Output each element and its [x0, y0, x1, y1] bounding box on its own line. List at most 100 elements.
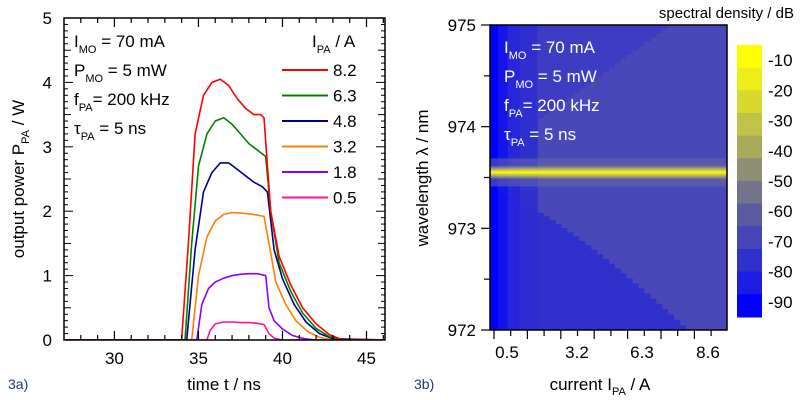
colorbar-segment: [737, 271, 762, 295]
heatmap-cell: [626, 25, 633, 55]
heatmap-cell: [537, 212, 544, 330]
y-tick-label: 1: [43, 267, 52, 286]
heatmap-cell: [549, 25, 556, 110]
heatmap-cell: [572, 236, 580, 330]
heatmap-cell: [584, 245, 592, 330]
heatmap-cell: [620, 25, 627, 59]
colorbar-tick-label: -20: [768, 81, 793, 100]
annotation-line: fPA= 200 kHz: [74, 90, 170, 114]
x-tick-label: 8.6: [696, 343, 720, 362]
colorbar-segment: [737, 90, 762, 114]
heatmap-cell: [537, 25, 544, 119]
heatmap-cell: [555, 25, 562, 106]
colorbar-segment: [737, 294, 762, 318]
heatmap-annotations: IMO = 70 mA PMO = 5 mW fPA= 200 kHz τPA = 5…: [504, 38, 600, 149]
heatmap-cell: [638, 25, 645, 47]
heatmap-cell: [644, 293, 651, 330]
heatmap-cell: [602, 25, 609, 72]
colorbar: -10 -20 -30 -40 -50 -60 -70 -80 -90: [737, 45, 793, 318]
heatmap-cell: [632, 25, 639, 51]
heatmap-cell: [561, 25, 568, 102]
heatmap-axis-ticks: [481, 24, 712, 339]
y-tick-label: 972: [448, 321, 476, 340]
legend-label: 1.8: [333, 163, 357, 182]
annotation-line: fPA= 200 kHz: [504, 96, 600, 120]
heatmap-cell: [543, 25, 550, 115]
colorbar-segment: [737, 158, 762, 182]
heatmap-cell: [626, 278, 633, 330]
heatmap-x-axis-label: current IPA / A: [550, 375, 651, 398]
heatmap-cell: [644, 25, 651, 42]
power-series-group: [64, 78, 385, 340]
panel-label-3a: 3a): [8, 376, 28, 392]
annotation-line: τPA = 5 ns: [74, 119, 146, 143]
spectrum-heatmap: 972 973 974 975 0.5 3.2 6.3 8.6 wavelength λ / …: [413, 5, 794, 398]
power-y-axis-label: output power PPA / W: [9, 100, 32, 258]
heatmap-cell: [561, 228, 568, 330]
heatmap-cell: [596, 25, 604, 76]
heatmap-cell: [602, 258, 609, 330]
heatmap-cell: [638, 288, 645, 330]
heatmap-cell: [620, 273, 627, 330]
legend-label: 6.3: [333, 87, 357, 106]
heatmap-cell: [649, 298, 657, 330]
colorbar-segment: [737, 67, 762, 91]
annotation-line: PMO = 5 mW: [504, 67, 597, 91]
y-tick-label: 2: [43, 202, 52, 221]
heatmap-cell: [549, 220, 556, 330]
colorbar-tick-label: -30: [768, 112, 793, 131]
heatmap-cell: [543, 216, 550, 330]
series-line-6.3: [64, 117, 385, 340]
y-tick-label: 0: [43, 331, 52, 350]
heatmap-cell: [655, 25, 663, 34]
heatmap-cell: [590, 25, 598, 81]
series-line-1.8: [64, 272, 385, 340]
y-tick-label: 975: [448, 16, 476, 35]
annotation-line: IMO = 70 mA: [504, 38, 596, 62]
x-tick-label: 0.5: [495, 343, 519, 362]
power-x-axis-label: time t / ns: [187, 375, 261, 394]
heatmap-cell: [679, 325, 687, 330]
heatmap-cell: [661, 25, 669, 30]
colorbar-title: spectral density / dB: [659, 5, 794, 22]
colorbar-tick-label: -70: [768, 232, 793, 251]
heatmap-cell: [673, 319, 681, 330]
colorbar-tick-label: -10: [768, 51, 793, 70]
colorbar-segment: [737, 181, 762, 205]
heatmap-cell: [667, 314, 675, 330]
heatmap-cell: [596, 254, 604, 330]
x-tick-label: 6.3: [630, 343, 654, 362]
colorbar-tick-label: -60: [768, 202, 793, 221]
legend-label: 8.2: [333, 61, 357, 80]
annotation-line: IMO = 70 mA: [74, 32, 166, 56]
x-tick-label: 35: [189, 349, 208, 368]
heatmap-cell: [578, 25, 586, 89]
heatmap-cell: [655, 303, 663, 330]
y-tick-label: 4: [43, 73, 52, 92]
colorbar-segment: [737, 45, 762, 69]
series-line-0.5: [64, 321, 385, 340]
power-axis-ticks: [64, 17, 385, 341]
annotation-line: PMO = 5 mW: [74, 61, 167, 85]
colorbar-tick-label: -50: [768, 172, 793, 191]
power-legend: IPA / A 8.2 6.3 4.8 3.2 1.8 0.5: [282, 32, 357, 208]
colorbar-tick-label: -90: [768, 293, 793, 312]
legend-title: IPA / A: [312, 32, 356, 56]
power-annotations: IMO = 70 mA PMO = 5 mW fPA= 200 kHz τPA = 5…: [74, 32, 170, 143]
y-tick-label: 5: [43, 9, 52, 28]
heatmap-cell: [567, 232, 574, 330]
x-tick-label: 40: [273, 349, 292, 368]
heatmap-cells: [490, 25, 727, 330]
panel-label-3b: 3b): [414, 376, 434, 392]
heatmap-cell: [578, 240, 586, 330]
heatmap-cell: [614, 25, 621, 64]
heatmap-cell: [590, 249, 598, 330]
annotation-line: τPA = 5 ns: [504, 125, 576, 149]
heatmap-cell: [572, 25, 580, 93]
heatmap-y-axis-label: wavelength λ / nm: [413, 109, 432, 247]
y-tick-label: 3: [43, 138, 52, 157]
heatmap-cell: [649, 25, 657, 38]
heatmap-cell: [584, 25, 592, 85]
